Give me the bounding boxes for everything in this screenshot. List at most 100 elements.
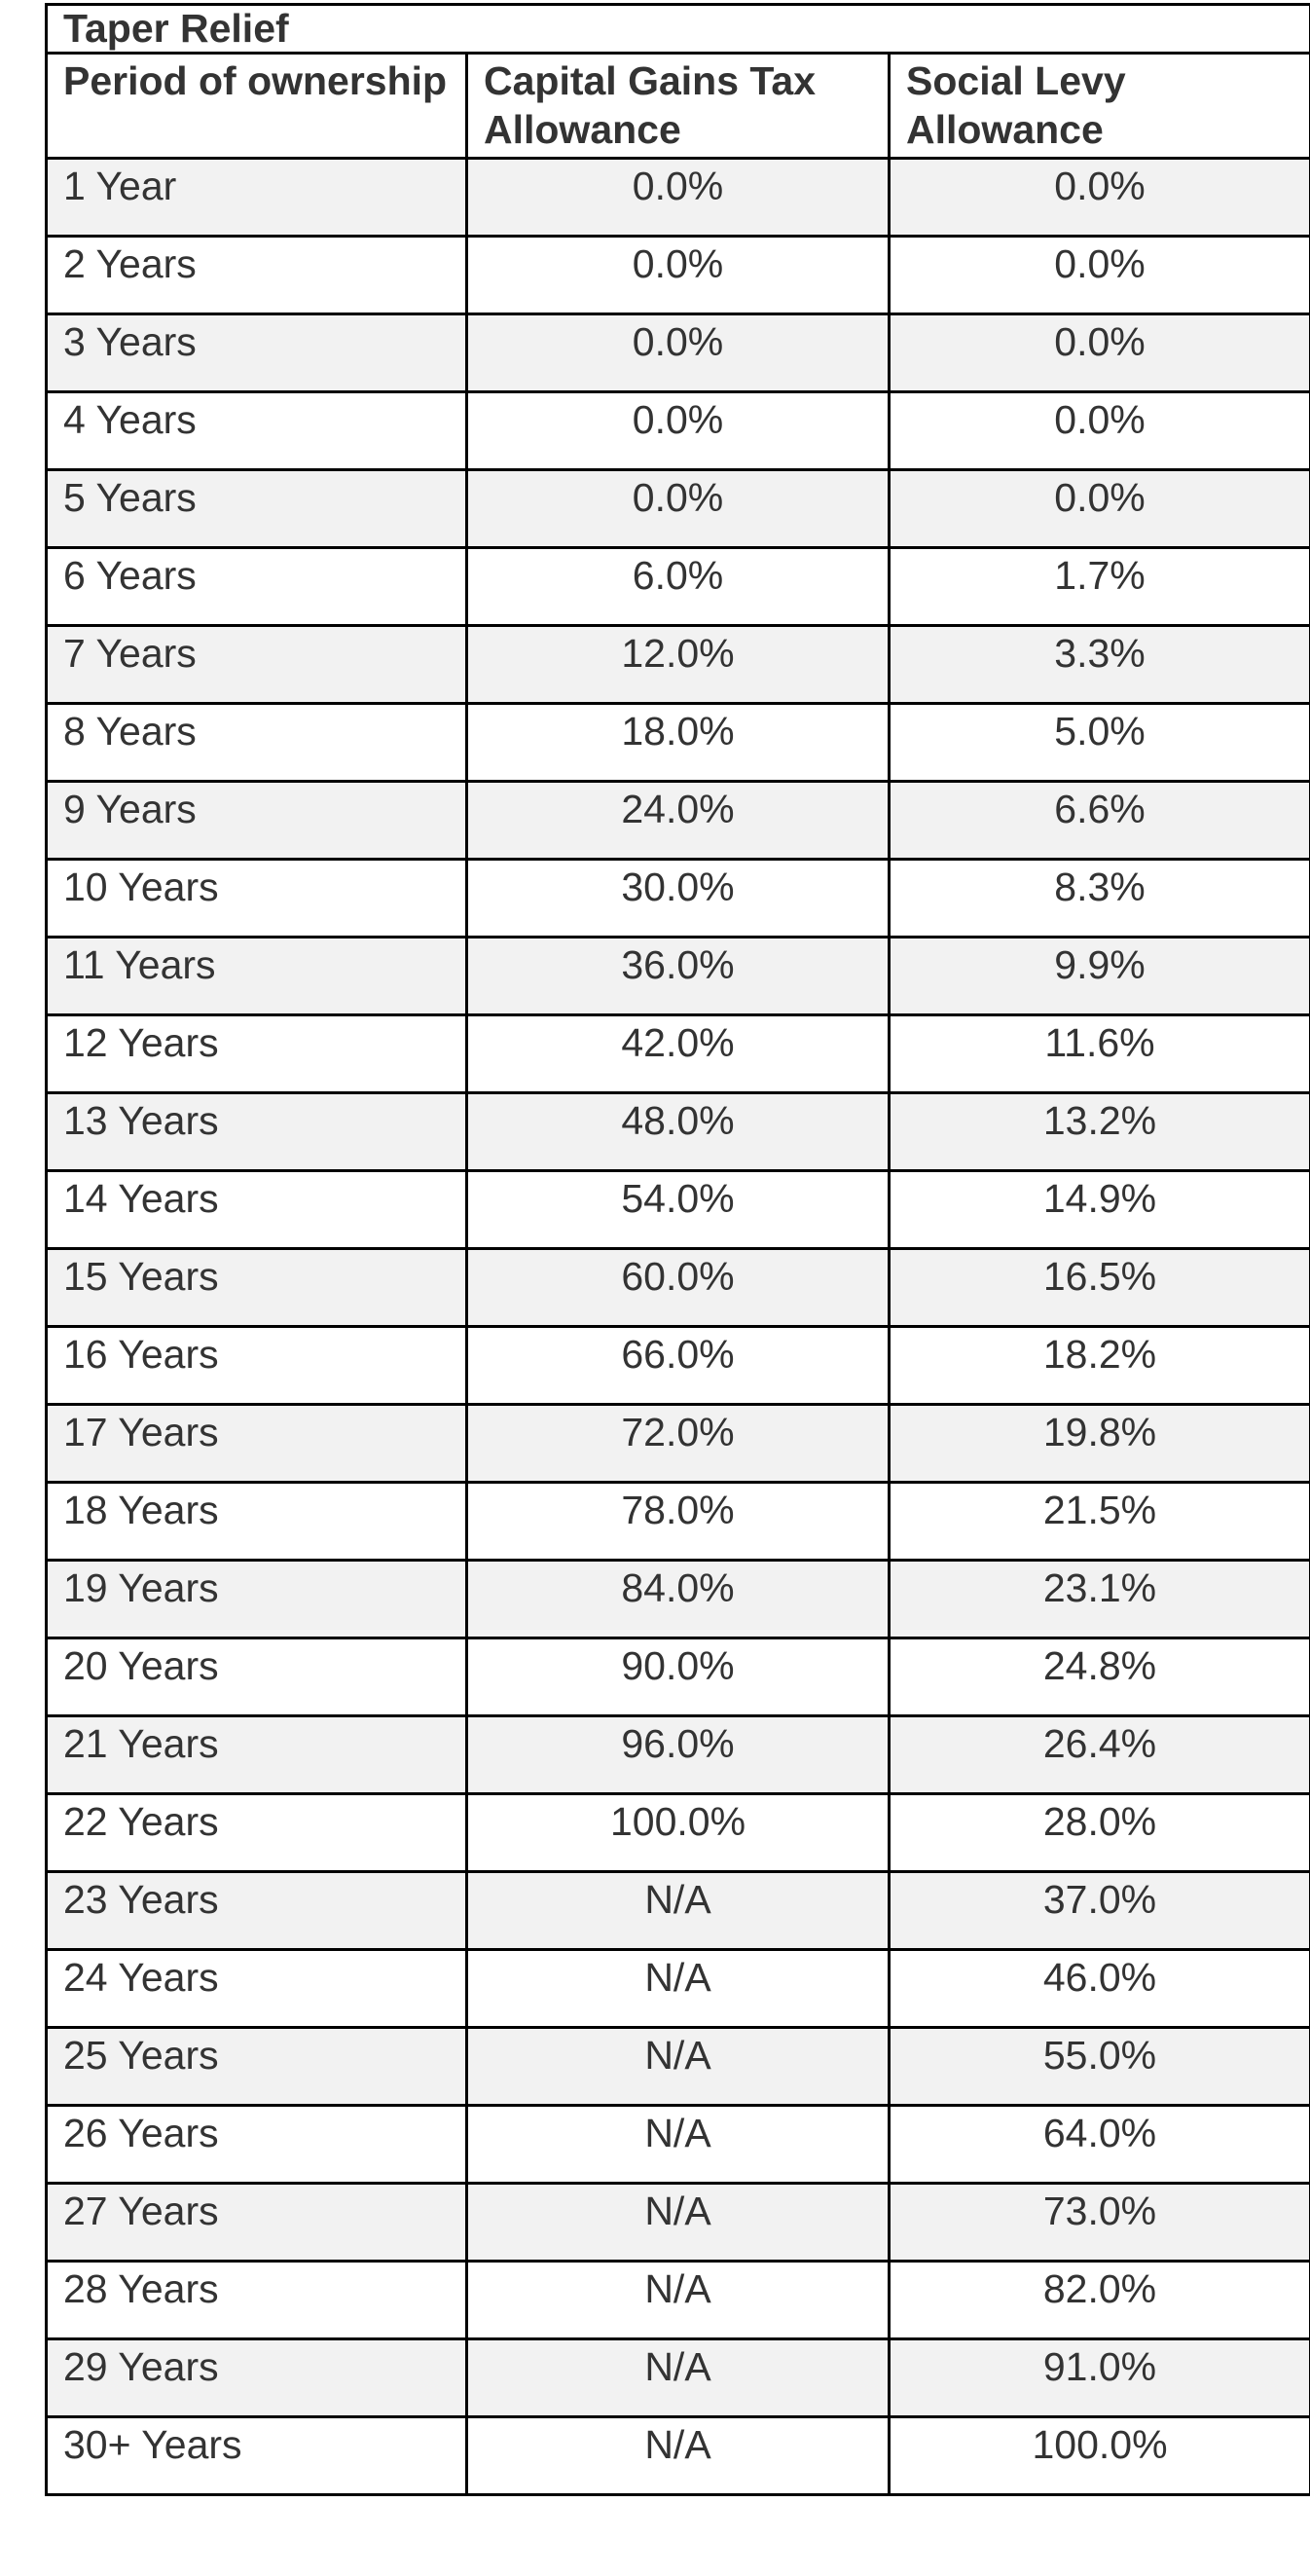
period-cell: 13 Years [47, 1093, 467, 1171]
cgt-allowance-cell: 36.0% [467, 938, 890, 1015]
social-levy-cell: 14.9% [890, 1171, 1310, 1249]
period-cell: 18 Years [47, 1483, 467, 1561]
social-levy-cell: 21.5% [890, 1483, 1310, 1561]
period-cell: 29 Years [47, 2339, 467, 2417]
social-levy-cell: 16.5% [890, 1249, 1310, 1327]
period-cell: 1 Year [47, 159, 467, 237]
cgt-allowance-cell: 0.0% [467, 159, 890, 237]
period-cell: 2 Years [47, 237, 467, 314]
table-head: Taper Relief Period of ownership Capital… [47, 5, 1310, 159]
social-levy-cell: 3.3% [890, 626, 1310, 704]
cgt-allowance-cell: 54.0% [467, 1171, 890, 1249]
social-levy-cell: 100.0% [890, 2417, 1310, 2495]
social-levy-cell: 73.0% [890, 2184, 1310, 2262]
social-levy-cell: 91.0% [890, 2339, 1310, 2417]
cgt-allowance-cell: N/A [467, 2339, 890, 2417]
period-cell: 9 Years [47, 782, 467, 860]
social-levy-cell: 13.2% [890, 1093, 1310, 1171]
social-levy-cell: 82.0% [890, 2262, 1310, 2339]
period-cell: 26 Years [47, 2106, 467, 2184]
social-levy-cell: 1.7% [890, 548, 1310, 626]
period-cell: 16 Years [47, 1327, 467, 1405]
cgt-allowance-cell: 90.0% [467, 1638, 890, 1716]
social-levy-cell: 5.0% [890, 704, 1310, 782]
period-cell: 25 Years [47, 2028, 467, 2106]
cgt-allowance-cell: 12.0% [467, 626, 890, 704]
social-levy-cell: 28.0% [890, 1794, 1310, 1872]
cgt-allowance-cell: N/A [467, 2106, 890, 2184]
social-levy-cell: 0.0% [890, 470, 1310, 548]
cgt-allowance-cell: 84.0% [467, 1561, 890, 1638]
cgt-allowance-cell: N/A [467, 1950, 890, 2028]
cgt-allowance-cell: 96.0% [467, 1716, 890, 1794]
period-cell: 17 Years [47, 1405, 467, 1483]
social-levy-cell: 6.6% [890, 782, 1310, 860]
period-cell: 27 Years [47, 2184, 467, 2262]
period-cell: 4 Years [47, 392, 467, 470]
social-levy-cell: 8.3% [890, 860, 1310, 938]
social-levy-cell: 0.0% [890, 159, 1310, 237]
cgt-allowance-cell: 6.0% [467, 548, 890, 626]
social-levy-cell: 23.1% [890, 1561, 1310, 1638]
social-levy-cell: 55.0% [890, 2028, 1310, 2106]
cgt-allowance-cell: N/A [467, 2262, 890, 2339]
table-title: Taper Relief [47, 5, 1310, 54]
period-cell: 19 Years [47, 1561, 467, 1638]
taper-relief-table: Taper Relief Period of ownership Capital… [45, 3, 1310, 2496]
period-cell: 22 Years [47, 1794, 467, 1872]
page: { "table": { "title": "Taper Relief", "h… [0, 3, 1310, 2576]
cgt-allowance-cell: N/A [467, 2417, 890, 2495]
period-cell: 12 Years [47, 1015, 467, 1093]
social-levy-cell: 9.9% [890, 938, 1310, 1015]
cgt-allowance-cell: 0.0% [467, 314, 890, 392]
period-cell: 6 Years [47, 548, 467, 626]
social-levy-cell: 24.8% [890, 1638, 1310, 1716]
cgt-allowance-cell: 48.0% [467, 1093, 890, 1171]
cgt-allowance-cell: N/A [467, 2028, 890, 2106]
social-levy-cell: 0.0% [890, 314, 1310, 392]
social-levy-cell: 0.0% [890, 392, 1310, 470]
cgt-allowance-cell: 0.0% [467, 470, 890, 548]
period-cell: 5 Years [47, 470, 467, 548]
cgt-allowance-cell: 60.0% [467, 1249, 890, 1327]
table-header-row: Period of ownership Capital Gains Tax Al… [47, 54, 1310, 159]
cgt-allowance-cell: 100.0% [467, 1794, 890, 1872]
period-cell: 28 Years [47, 2262, 467, 2339]
period-cell: 20 Years [47, 1638, 467, 1716]
social-levy-cell: 46.0% [890, 1950, 1310, 2028]
cgt-allowance-cell: N/A [467, 2184, 890, 2262]
period-cell: 15 Years [47, 1249, 467, 1327]
cgt-allowance-cell: 24.0% [467, 782, 890, 860]
cgt-allowance-cell: 72.0% [467, 1405, 890, 1483]
period-cell: 7 Years [47, 626, 467, 704]
social-levy-cell: 11.6% [890, 1015, 1310, 1093]
period-cell: 24 Years [47, 1950, 467, 2028]
col-header-period-of-ownership: Period of ownership [47, 54, 467, 159]
social-levy-cell: 19.8% [890, 1405, 1310, 1483]
